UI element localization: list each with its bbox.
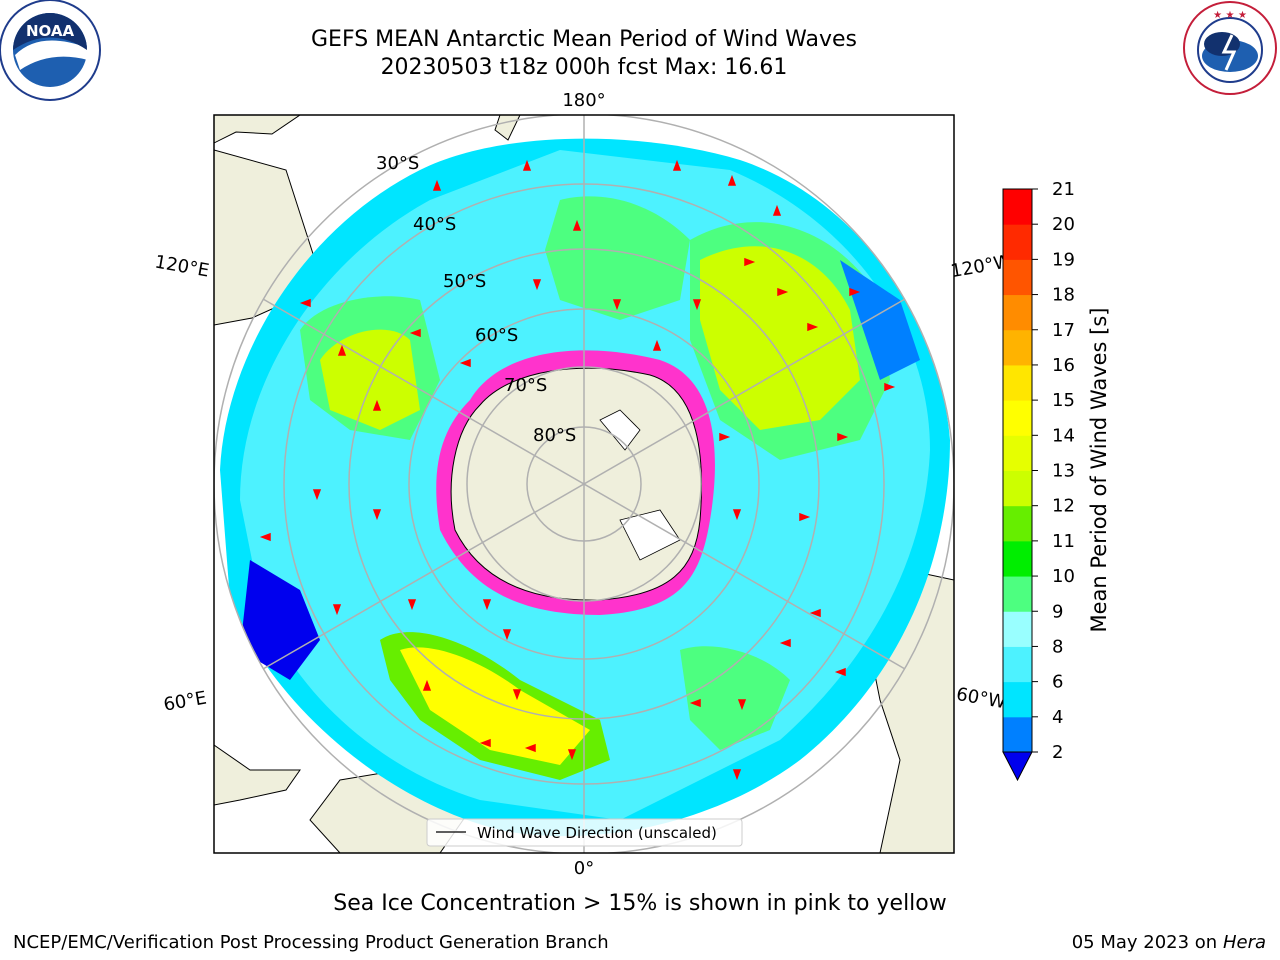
colorbar-segment (1003, 259, 1032, 296)
lat-label-60s: 60°S (475, 325, 518, 346)
sea-ice-note: Sea Ice Concentration > 15% is shown in … (333, 891, 947, 916)
colorbar-segment (1003, 681, 1032, 718)
lat-label-70s: 70°S (504, 375, 547, 396)
colorbar-tick-label: 15 (1052, 390, 1075, 411)
nws-logo: ★ ★ ★ (1183, 1, 1277, 95)
lon-label-lower-left: 60°E (162, 687, 208, 715)
colorbar-segment (1003, 189, 1032, 225)
legend-label: Wind Wave Direction (unscaled) (477, 824, 717, 842)
colorbar-tick-label: 13 (1052, 461, 1075, 482)
colorbar-tick-label: 21 (1052, 179, 1075, 200)
colorbar-tick-label: 19 (1052, 249, 1075, 270)
colorbar-segment (1003, 294, 1032, 331)
colorbar-segment (1003, 329, 1032, 366)
lat-label-50s: 50°S (443, 271, 486, 292)
lon-label-upper-left: 120°E (153, 251, 211, 281)
colorbar-segment (1003, 435, 1032, 471)
host-name: Hera (1222, 932, 1266, 953)
colorbar-tick-label: 6 (1052, 672, 1063, 693)
colorbar-segment (1003, 576, 1032, 612)
colorbar-segment (1003, 540, 1032, 577)
colorbar-tick-label: 2 (1052, 742, 1063, 763)
noaa-logo: NOAA (0, 0, 101, 101)
colorbar-tick-label: 9 (1052, 601, 1063, 622)
colorbar-tick-label: 12 (1052, 496, 1075, 517)
colorbar-segment (1003, 470, 1032, 507)
colorbar: 2 4 6 8 9 10 11 12 13 14 15 16 17 18 19 20 21 (1002, 179, 1075, 782)
lat-label-80s: 80°S (533, 425, 576, 446)
colorbar-segment (1003, 611, 1032, 647)
colorbar-tick-label: 18 (1052, 285, 1075, 306)
colorbar-segment (1003, 716, 1032, 753)
lon-label-lower-right: 60°W (955, 684, 1008, 713)
colorbar-extension (1002, 751, 1033, 782)
svg-text:★ ★ ★: ★ ★ ★ (1213, 10, 1247, 21)
colorbar-segment (1003, 364, 1032, 401)
credit-line: NCEP/EMC/Verification Post Processing Pr… (13, 932, 609, 953)
noaa-logo-text: NOAA (26, 22, 75, 40)
colorbar-tick-label: 14 (1052, 425, 1075, 446)
colorbar-tick-label: 20 (1052, 214, 1075, 235)
colorbar-tick-label: 8 (1052, 636, 1063, 657)
lon-label-bottom: 0° (574, 858, 594, 879)
chart-subtitle: 20230503 t18z 000h fcst Max: 16.61 (380, 55, 788, 80)
colorbar-tick-label: 17 (1052, 320, 1075, 341)
date-text: 05 May 2023 on (1071, 932, 1218, 953)
map-legend: Wind Wave Direction (unscaled) (426, 818, 743, 847)
colorbar-label: Mean Period of Wind Waves [s] (1087, 308, 1111, 633)
lat-label-40s: 40°S (413, 214, 456, 235)
colorbar-segment (1003, 505, 1032, 542)
colorbar-tick-label: 10 (1052, 566, 1075, 587)
lon-label-top: 180° (562, 90, 605, 111)
colorbar-segment (1003, 224, 1032, 260)
lat-label-30s: 30°S (376, 153, 419, 174)
colorbar-tick-label: 16 (1052, 355, 1075, 376)
colorbar-tick-label: 11 (1052, 531, 1075, 552)
colorbar-segment (1003, 646, 1032, 683)
chart-title: GEFS MEAN Antarctic Mean Period of Wind … (311, 27, 857, 52)
date-stamp: 05 May 2023 on Hera (1072, 932, 1266, 953)
colorbar-tick-label: 4 (1052, 707, 1063, 728)
colorbar-segment (1003, 400, 1032, 436)
